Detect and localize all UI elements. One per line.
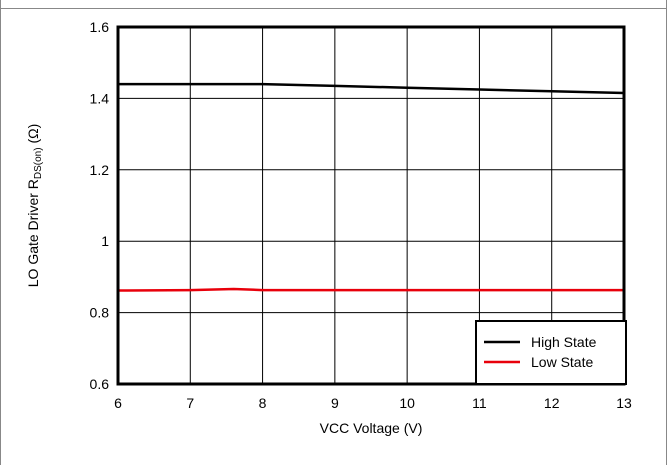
y-tick-label: 1.4 [90, 90, 110, 106]
series-line-low-state [117, 287, 624, 292]
series-line-high-state [118, 82, 625, 95]
legend-items: High State Low State [484, 334, 597, 370]
series-lines [117, 82, 625, 292]
y-axis-label: LO Gate Driver RDS(on) (Ω) [25, 124, 44, 288]
x-tick-label: 6 [114, 395, 122, 411]
tick-labels: 6 7 8 9 10 11 12 13 0.6 0.8 1 1.2 1.4 1.6 [90, 19, 632, 411]
x-tick-label: 13 [616, 395, 632, 411]
plot-area-border [116, 25, 626, 386]
legend-label: Low State [531, 354, 593, 370]
x-tick-label: 12 [544, 395, 560, 411]
x-tick-label: 7 [186, 395, 194, 411]
y-axis-label-unit: (Ω) [25, 124, 41, 148]
y-tick-label: 1.6 [90, 19, 110, 35]
x-tick-label: 11 [472, 395, 487, 411]
x-tick-label: 10 [399, 395, 415, 411]
legend: High State Low State [475, 320, 627, 385]
y-tick-label: 1 [101, 233, 109, 249]
x-tick-label: 8 [259, 395, 267, 411]
y-axis-label-main: LO Gate Driver R [25, 179, 41, 287]
x-tick-label: 9 [331, 395, 339, 411]
y-tick-label: 0.8 [90, 305, 110, 321]
legend-label: High State [531, 334, 597, 350]
y-axis-label-subscript: DS(on) [33, 147, 44, 179]
y-tick-label: 1.2 [90, 162, 110, 178]
y-tick-label: 0.6 [90, 376, 110, 392]
x-axis-label: VCC Voltage (V) [320, 420, 423, 436]
legend-box [475, 320, 627, 385]
